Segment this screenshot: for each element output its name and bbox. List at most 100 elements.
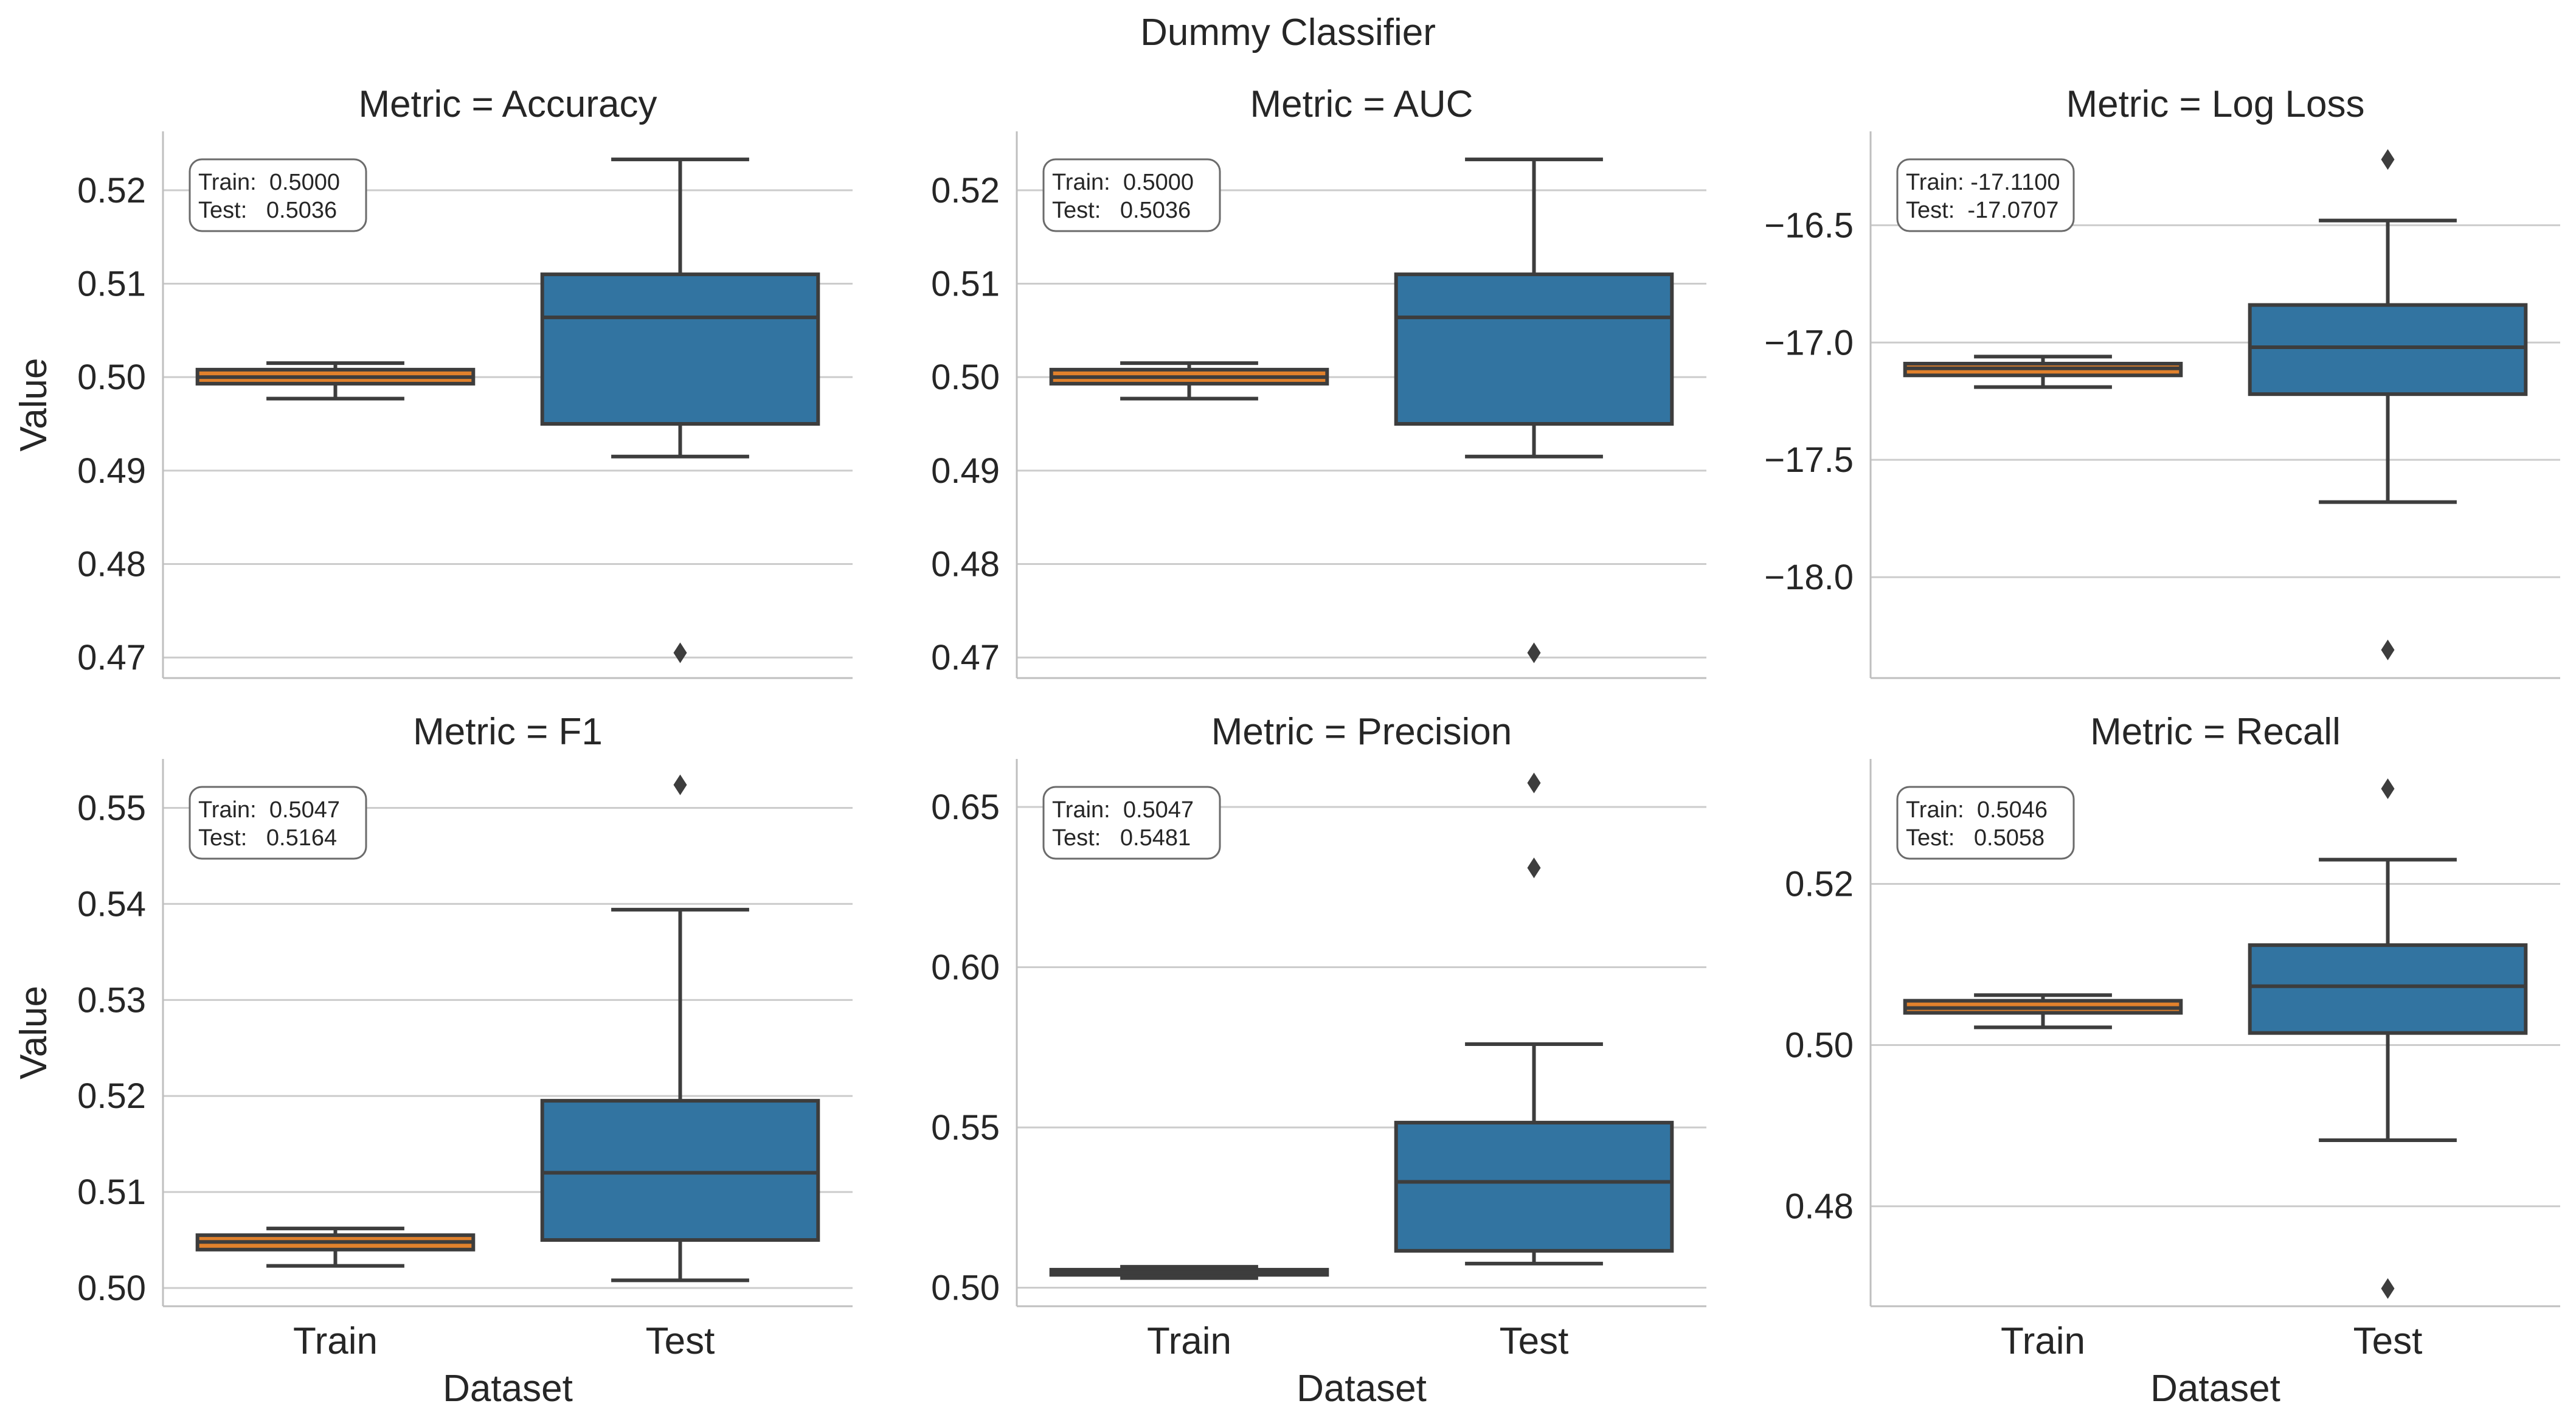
y-tick-label: 0.49 xyxy=(931,451,1000,491)
y-tick-label: 0.50 xyxy=(77,1269,146,1308)
y-tick-label: 0.65 xyxy=(931,788,1000,827)
box-test xyxy=(1394,158,1674,663)
stats-line: Test: 0.5164 xyxy=(198,825,337,851)
outlier-marker xyxy=(2381,639,2395,660)
y-tick-label: 0.55 xyxy=(931,1108,1000,1148)
stats-box-frame xyxy=(1042,786,1221,860)
y-tick-label: 0.55 xyxy=(77,789,146,828)
box-iqr xyxy=(540,1099,820,1242)
outlier-marker xyxy=(1527,772,1541,794)
y-tick-label: 0.49 xyxy=(77,451,146,491)
box-train xyxy=(1903,355,2183,389)
y-tick-label: 0.50 xyxy=(931,1268,1000,1307)
y-tick-label: 0.48 xyxy=(931,545,1000,584)
box-test xyxy=(540,774,820,1283)
outlier-marker xyxy=(673,774,687,795)
x-tick-label: Test xyxy=(1500,1320,1569,1362)
y-tick-label: 0.47 xyxy=(77,638,146,677)
y-tick-label: 0.48 xyxy=(77,545,146,584)
box-train xyxy=(1049,1265,1329,1280)
y-tick-label: 0.52 xyxy=(931,171,1000,210)
outlier-marker xyxy=(673,642,687,663)
box-test xyxy=(2248,149,2528,660)
panel-3: −18.0 −17.5 −17.0 −16.5 Metric = Log Loss Tra… xyxy=(1764,83,2560,679)
box-train xyxy=(195,361,476,401)
panel-title: Metric = Log Loss xyxy=(2066,83,2364,125)
box-train xyxy=(1903,993,2183,1030)
stats-box: Train: 0.5000 Test: 0.5036 xyxy=(1042,158,1221,232)
stats-box-frame xyxy=(1896,158,2075,232)
stats-box-frame xyxy=(189,158,367,232)
y-tick-label: 0.50 xyxy=(1785,1026,1854,1065)
y-tick-label: 0.50 xyxy=(77,358,146,397)
stats-box: Train: 0.5000 Test: 0.5036 xyxy=(189,158,367,232)
panel-title: Metric = Precision xyxy=(1211,711,1512,753)
x-tick-label: Test xyxy=(2353,1320,2423,1362)
y-tick-label: 0.54 xyxy=(77,884,146,924)
box-test xyxy=(2248,778,2528,1299)
y-tick-label: 0.53 xyxy=(77,980,146,1020)
x-tick-label: Train xyxy=(293,1320,378,1362)
box-iqr xyxy=(2248,303,2528,396)
stats-line: Test: 0.5481 xyxy=(1052,825,1191,851)
panels: 0.47 0.48 0.49 0.50 0.51 0.52 Metric = Accurac… xyxy=(13,83,2560,1410)
panel-title: Metric = AUC xyxy=(1250,83,1473,125)
x-axis-label: Dataset xyxy=(443,1368,573,1410)
stats-line: Test: 0.5058 xyxy=(1906,825,2045,851)
x-tick-label: Train xyxy=(1147,1320,1231,1362)
figure-title: Dummy Classifier xyxy=(1140,12,1436,54)
stats-box-frame xyxy=(1896,786,2075,860)
y-tick-label: 0.52 xyxy=(77,171,146,210)
stats-line: Train: 0.5046 xyxy=(1906,797,2048,823)
panel-2: 0.47 0.48 0.49 0.50 0.51 0.52 Metric = AUC Trai… xyxy=(931,83,1706,679)
stats-line: Train: 0.5047 xyxy=(1052,797,1194,823)
panel-5: 0.50 0.55 0.60 0.65 Metric = Precision Train T… xyxy=(931,711,1706,1410)
y-tick-label: 0.47 xyxy=(931,638,1000,677)
box-test xyxy=(1394,772,1674,1265)
x-tick-label: Train xyxy=(2001,1320,2085,1362)
stats-line: Train: 0.5000 xyxy=(198,170,340,195)
outlier-marker xyxy=(2381,1278,2395,1299)
panel-1: 0.47 0.48 0.49 0.50 0.51 0.52 Metric = Accurac… xyxy=(13,83,853,679)
panel-title: Metric = Recall xyxy=(2090,711,2341,753)
stats-line: Test: -17.0707 xyxy=(1906,198,2058,223)
stats-line: Train: 0.5047 xyxy=(198,797,340,823)
box-train xyxy=(1049,361,1329,401)
y-tick-label: −17.0 xyxy=(1764,323,1854,362)
y-tick-label: 0.51 xyxy=(77,1172,146,1212)
y-tick-label: 0.51 xyxy=(931,264,1000,303)
stats-box-frame xyxy=(189,786,367,860)
box-iqr xyxy=(2248,943,2528,1035)
y-tick-label: 0.60 xyxy=(931,948,1000,988)
x-axis-label: Dataset xyxy=(2150,1368,2280,1410)
box-train xyxy=(195,1227,476,1268)
y-tick-label: −16.5 xyxy=(1764,206,1854,245)
box-iqr xyxy=(540,272,820,426)
y-tick-label: 0.50 xyxy=(931,358,1000,397)
y-axis-label: Value xyxy=(13,986,55,1079)
x-tick-label: Test xyxy=(646,1320,715,1362)
panel-title: Metric = Accuracy xyxy=(359,83,657,125)
x-axis-label: Dataset xyxy=(1297,1368,1427,1410)
stats-line: Test: 0.5036 xyxy=(1052,198,1191,223)
panel-6: 0.48 0.50 0.52 Metric = Recall Train Test Data… xyxy=(1785,711,2560,1410)
stats-line: Train: -17.1100 xyxy=(1906,170,2060,195)
panel-title: Metric = F1 xyxy=(413,711,603,753)
panel-4: 0.50 0.51 0.52 0.53 0.54 0.55 Metric = F1 Value… xyxy=(13,711,853,1410)
outlier-marker xyxy=(1527,642,1541,663)
stats-line: Test: 0.5036 xyxy=(198,198,337,223)
box-iqr xyxy=(1394,1121,1674,1253)
y-tick-label: 0.51 xyxy=(77,264,146,303)
stats-line: Train: 0.5000 xyxy=(1052,170,1194,195)
box-test xyxy=(540,158,820,663)
y-tick-label: 0.52 xyxy=(1785,864,1854,904)
outlier-marker xyxy=(1527,857,1541,879)
outlier-marker xyxy=(2381,149,2395,170)
box-iqr xyxy=(1394,272,1674,426)
y-tick-label: 0.48 xyxy=(1785,1187,1854,1227)
outlier-marker xyxy=(2381,778,2395,800)
